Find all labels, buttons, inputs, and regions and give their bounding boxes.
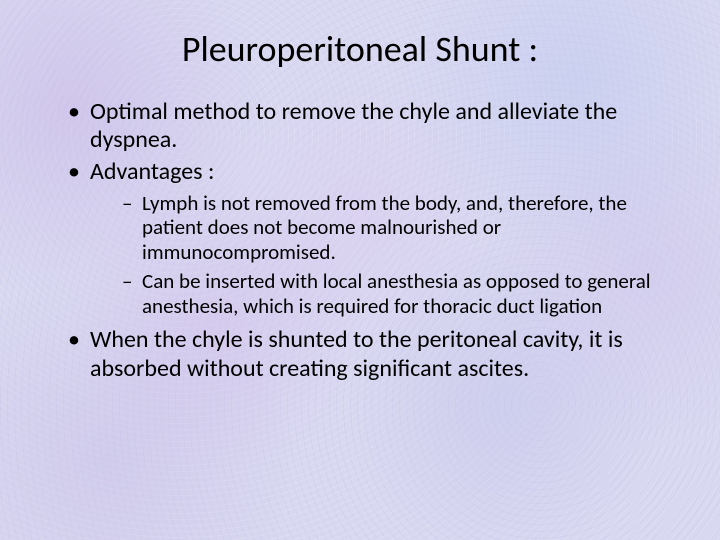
bullet-item: When the chyle is shunted to the periton… xyxy=(68,326,680,383)
bullet-item: Advantages : Lymph is not removed from t… xyxy=(68,158,680,318)
bullet-text: Advantages : xyxy=(90,157,214,186)
bullet-text: Optimal method to remove the chyle and a… xyxy=(90,97,617,154)
sub-bullet-text: Lymph is not removed from the body, and,… xyxy=(142,190,627,266)
sub-bullet-list: Lymph is not removed from the body, and,… xyxy=(90,191,680,319)
slide-title: Pleuroperitoneal Shunt : xyxy=(40,30,680,70)
bullet-text: When the chyle is shunted to the periton… xyxy=(90,325,623,382)
bullet-item: Optimal method to remove the chyle and a… xyxy=(68,98,680,155)
bullet-list: Optimal method to remove the chyle and a… xyxy=(40,98,680,383)
slide: Pleuroperitoneal Shunt : Optimal method … xyxy=(0,0,720,540)
sub-bullet-item: Lymph is not removed from the body, and,… xyxy=(122,191,680,265)
sub-bullet-item: Can be inserted with local anesthesia as… xyxy=(122,269,680,319)
sub-bullet-text: Can be inserted with local anesthesia as… xyxy=(142,268,651,319)
